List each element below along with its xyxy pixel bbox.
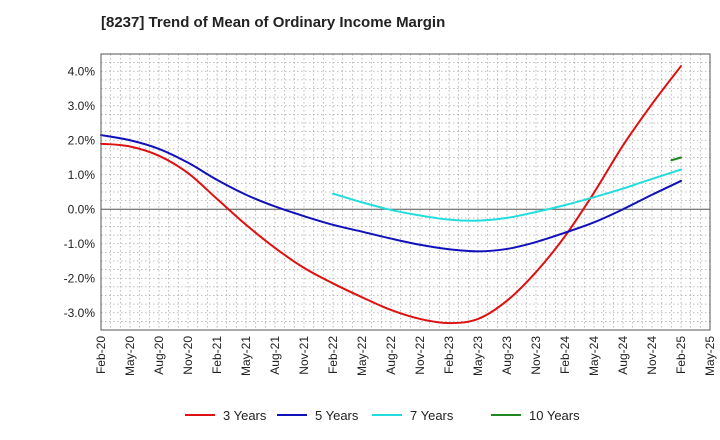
y-tick-label: -2.0% <box>64 271 96 285</box>
x-tick-label: May-25 <box>703 336 717 376</box>
legend: 3 Years 5 Years 7 Years 10 Years <box>185 408 580 423</box>
series-line-5-years <box>100 134 682 253</box>
legend-label-3-years: 3 Years <box>223 408 267 423</box>
y-tick-label: 1.0% <box>68 168 96 182</box>
x-tick-label: Aug-22 <box>384 336 398 375</box>
series-line-3-years <box>100 65 682 325</box>
x-tick-label: Aug-21 <box>268 336 282 375</box>
y-tick-label: 0.0% <box>68 202 96 216</box>
x-tick-label: May-21 <box>239 336 253 376</box>
y-tick-labels: -3.0% -2.0% -1.0% 0.0% 1.0% 2.0% 3.0% 4.0% <box>64 64 96 320</box>
x-tick-label: Feb-24 <box>558 336 572 374</box>
y-tick-label: -1.0% <box>64 237 96 251</box>
y-tick-label: 2.0% <box>68 133 96 147</box>
y-tick-label: 4.0% <box>68 64 96 78</box>
x-tick-label: Aug-24 <box>616 336 630 375</box>
y-tick-label: -3.0% <box>64 306 96 320</box>
legend-label-10-years: 10 Years <box>529 408 580 423</box>
legend-label-5-years: 5 Years <box>315 408 359 423</box>
x-tick-label: Nov-23 <box>529 336 543 375</box>
series-lines <box>100 65 682 325</box>
x-tick-label: Feb-21 <box>210 336 224 374</box>
x-tick-label: Feb-25 <box>674 336 688 374</box>
x-tick-label: Aug-23 <box>500 336 514 375</box>
x-tick-label: May-20 <box>123 336 137 376</box>
x-tick-label: May-24 <box>587 336 601 376</box>
plot-frame <box>100 53 711 331</box>
x-tick-labels: Feb-20 May-20 Aug-20 Nov-20 Feb-21 May-21 Aug-… <box>94 336 717 376</box>
x-tick-label: Nov-21 <box>297 336 311 375</box>
x-tick-label: Nov-22 <box>413 336 427 375</box>
chart-title: [8237] Trend of Mean of Ordinary Income … <box>101 14 446 31</box>
x-tick-label: Feb-22 <box>326 336 340 374</box>
x-tick-label: Aug-20 <box>152 336 166 375</box>
series-line-7-years <box>332 168 682 222</box>
legend-label-7-years: 7 Years <box>410 408 454 423</box>
x-tick-label: May-23 <box>471 336 485 376</box>
y-tick-label: 3.0% <box>68 99 96 113</box>
x-tick-label: Nov-24 <box>645 336 659 375</box>
x-tick-label: Nov-20 <box>181 336 195 375</box>
series-line-10-years <box>670 156 682 162</box>
x-tick-label: Feb-23 <box>442 336 456 374</box>
x-tick-label: May-22 <box>355 336 369 376</box>
x-tick-label: Feb-20 <box>94 336 108 374</box>
